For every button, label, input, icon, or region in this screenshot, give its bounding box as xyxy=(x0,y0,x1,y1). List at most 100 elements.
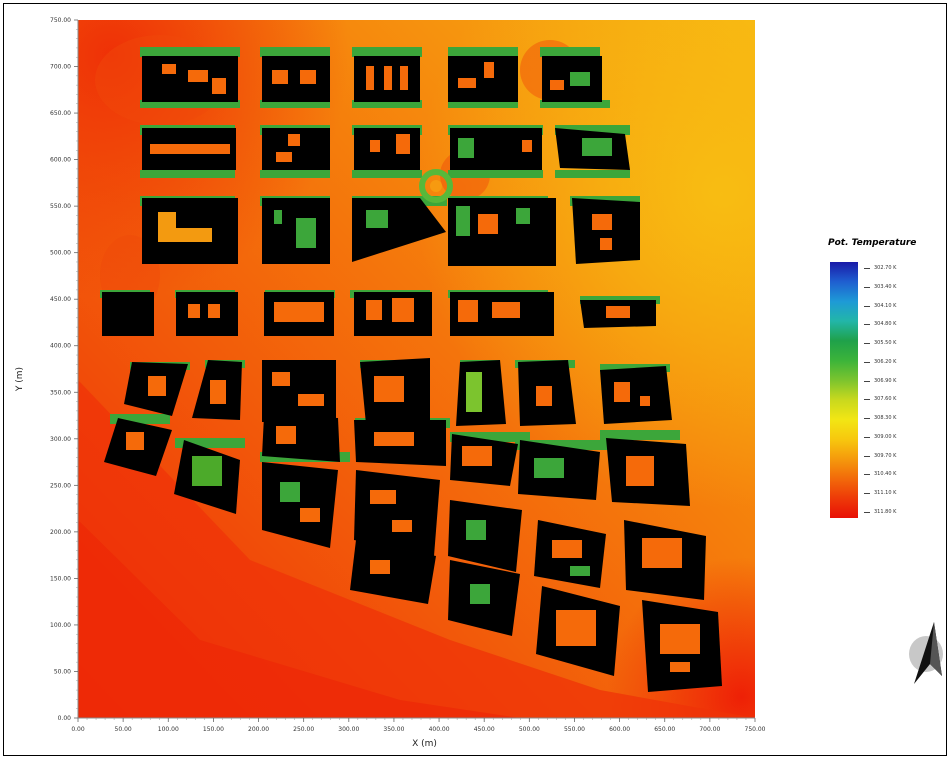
building-block xyxy=(354,128,420,170)
legend-label: 304.10 K xyxy=(874,302,897,309)
legend-label: 303.40 K xyxy=(874,283,897,290)
y-tick-label: 150.00 xyxy=(50,575,71,582)
legend-tick xyxy=(864,512,870,513)
legend-colorbar xyxy=(830,262,858,518)
courtyard-vegetation xyxy=(570,72,590,86)
legend-label: 304.80 K xyxy=(874,321,897,328)
vegetation-patch xyxy=(110,414,170,424)
y-tick-label: 350.00 xyxy=(50,389,71,396)
field-hot-southwest xyxy=(78,380,755,718)
legend-tick xyxy=(864,399,870,401)
courtyard xyxy=(592,214,612,230)
buildings-layer xyxy=(102,56,722,692)
building xyxy=(262,360,336,422)
x-tick-label: 150.00 xyxy=(203,726,224,733)
courtyard xyxy=(370,560,390,574)
courtyard xyxy=(626,456,654,486)
building-block xyxy=(350,540,436,604)
courtyard xyxy=(536,386,552,406)
courtyard xyxy=(400,66,408,90)
courtyard-vegetation xyxy=(570,566,590,576)
legend-tick xyxy=(864,361,870,363)
vegetation-patch xyxy=(448,100,518,108)
courtyard xyxy=(642,538,682,568)
legend-tick xyxy=(864,324,870,326)
building-block xyxy=(450,434,518,486)
y-tick-label: 600.00 xyxy=(50,157,71,164)
y-tick-label: 450.00 xyxy=(50,296,71,303)
building-block xyxy=(354,56,420,102)
courtyard xyxy=(370,140,380,152)
building-block xyxy=(142,128,236,170)
building xyxy=(350,540,436,604)
building xyxy=(262,56,330,102)
building xyxy=(176,292,238,336)
courtyard-vegetation xyxy=(534,458,564,478)
legend-label: 306.20 K xyxy=(874,358,897,365)
building-block xyxy=(174,440,240,514)
vegetation-patch xyxy=(352,100,422,108)
building-block xyxy=(354,292,432,336)
courtyard-vegetation xyxy=(466,520,486,540)
courtyard-vegetation xyxy=(516,208,530,224)
courtyard xyxy=(374,376,404,402)
building-block xyxy=(624,520,706,600)
roundabout-vegetation xyxy=(419,169,453,203)
axes: 0.00 0.00 50.00 50.00 100.00 100.00 150.00 150.… xyxy=(15,17,766,749)
vegetation-patch xyxy=(515,440,615,450)
building-block xyxy=(580,300,656,328)
courtyard-vegetation xyxy=(366,210,388,228)
color-legend: Pot. Temperature 302.70 K 303.40 K 304.10 … xyxy=(820,238,944,528)
courtyard xyxy=(640,396,650,406)
legend-tick xyxy=(864,436,870,438)
x-tick-label: 550.00 xyxy=(564,726,585,733)
courtyard xyxy=(176,228,212,242)
building-block xyxy=(262,462,338,548)
building-block xyxy=(354,470,440,556)
vegetation-patch xyxy=(260,47,330,57)
building-block xyxy=(264,292,334,336)
legend-tick xyxy=(864,474,870,476)
y-tick-label: 650.00 xyxy=(50,110,71,117)
courtyard-vegetation xyxy=(458,138,474,158)
vegetation-patch xyxy=(555,125,630,135)
legend-label: 308.30 K xyxy=(874,415,897,422)
x-tick-label: 250.00 xyxy=(293,726,314,733)
legend-tick xyxy=(864,305,870,307)
legend-label: 309.00 K xyxy=(874,433,897,440)
y-tick-label: 550.00 xyxy=(50,203,71,210)
courtyard xyxy=(366,66,374,90)
courtyard-vegetation xyxy=(582,138,612,156)
courtyard xyxy=(300,70,316,84)
courtyard xyxy=(660,624,700,654)
y-tick-label: 500.00 xyxy=(50,250,71,257)
x-tick-label: 0.00 xyxy=(71,726,85,733)
x-tick-label: 450.00 xyxy=(474,726,495,733)
vegetation-patch xyxy=(448,170,543,178)
building-block xyxy=(456,360,506,426)
legend-tick xyxy=(864,418,870,420)
courtyard xyxy=(374,432,414,446)
building-block xyxy=(448,56,518,102)
y-tick-label: 400.00 xyxy=(50,343,71,350)
building-block xyxy=(102,292,154,336)
x-tick-label: 200.00 xyxy=(248,726,269,733)
vegetation-patch xyxy=(352,47,422,57)
courtyard xyxy=(614,382,630,402)
courtyard xyxy=(492,302,520,318)
building-block xyxy=(192,360,242,420)
courtyard xyxy=(188,304,200,318)
y-tick-label: 300.00 xyxy=(50,436,71,443)
x-tick-label: 750.00 xyxy=(745,726,766,733)
y-tick-label: 0.00 xyxy=(58,715,72,722)
courtyard xyxy=(366,300,382,320)
courtyard-vegetation xyxy=(274,210,282,224)
x-tick-label: 300.00 xyxy=(338,726,359,733)
courtyard xyxy=(272,372,290,386)
building-block xyxy=(600,366,672,424)
x-tick-label: 500.00 xyxy=(519,726,540,733)
courtyard xyxy=(466,372,482,412)
legend-label: 311.80 K xyxy=(874,509,897,515)
courtyard xyxy=(458,300,478,322)
